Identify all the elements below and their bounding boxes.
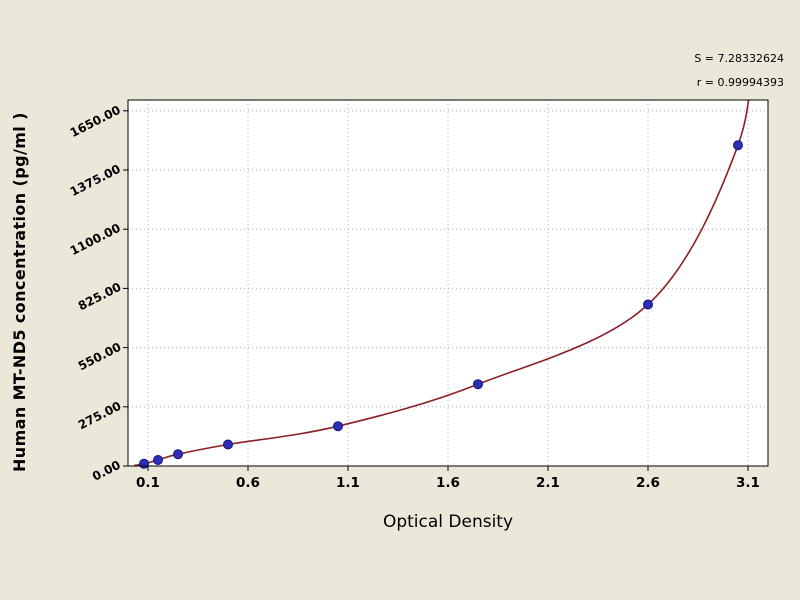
x-axis-label: Optical Density <box>382 512 514 532</box>
data-point <box>473 379 483 390</box>
plot-border <box>127 99 769 467</box>
data-point <box>333 421 343 432</box>
data-point <box>139 458 149 469</box>
data-point <box>643 299 653 310</box>
data-point <box>173 449 183 460</box>
x-tick-label: 1.6 <box>436 475 460 491</box>
data-point <box>223 439 233 450</box>
x-tick-label: 1.1 <box>336 475 360 491</box>
data-point <box>733 140 743 151</box>
data-point <box>153 455 163 465</box>
stat-correlation-text: r = 0.99994393 <box>696 76 784 89</box>
x-tick-label: 2.6 <box>636 475 660 491</box>
plot-background <box>128 100 768 466</box>
x-tick-label: 3.1 <box>736 475 760 491</box>
x-tick-label: 0.6 <box>236 475 260 491</box>
stat-standard-error-text: S = 7.28332624 <box>694 52 784 65</box>
x-tick-label: 0.1 <box>136 475 160 491</box>
x-tick-label: 2.1 <box>536 475 560 491</box>
